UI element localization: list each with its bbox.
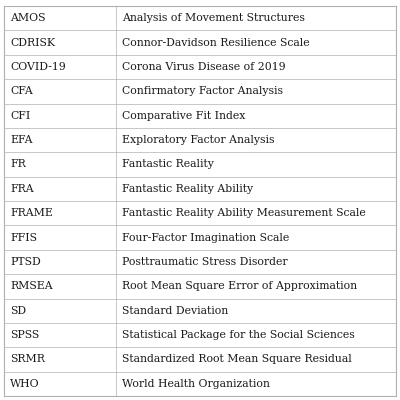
Text: CFI: CFI	[10, 111, 30, 121]
Text: COVID-19: COVID-19	[10, 62, 66, 72]
Text: Connor-Davidson Resilience Scale: Connor-Davidson Resilience Scale	[122, 38, 309, 48]
Text: Posttraumatic Stress Disorder: Posttraumatic Stress Disorder	[122, 257, 287, 267]
Text: Four-Factor Imagination Scale: Four-Factor Imagination Scale	[122, 232, 289, 242]
Text: Fantastic Reality: Fantastic Reality	[122, 160, 214, 170]
Text: Statistical Package for the Social Sciences: Statistical Package for the Social Scien…	[122, 330, 354, 340]
Text: FRAME: FRAME	[10, 208, 53, 218]
Text: Root Mean Square Error of Approximation: Root Mean Square Error of Approximation	[122, 281, 357, 291]
Text: FR: FR	[10, 160, 26, 170]
Text: Standard Deviation: Standard Deviation	[122, 306, 228, 316]
Text: CDRISK: CDRISK	[10, 38, 55, 48]
Text: Comparative Fit Index: Comparative Fit Index	[122, 111, 245, 121]
Text: Analysis of Movement Structures: Analysis of Movement Structures	[122, 13, 304, 23]
Text: Confirmatory Factor Analysis: Confirmatory Factor Analysis	[122, 86, 283, 96]
Text: EFA: EFA	[10, 135, 32, 145]
Text: WHO: WHO	[10, 379, 40, 389]
Text: Fantastic Reality Ability Measurement Scale: Fantastic Reality Ability Measurement Sc…	[122, 208, 366, 218]
Text: RMSEA: RMSEA	[10, 281, 53, 291]
Text: Exploratory Factor Analysis: Exploratory Factor Analysis	[122, 135, 274, 145]
Text: Corona Virus Disease of 2019: Corona Virus Disease of 2019	[122, 62, 285, 72]
Text: Standardized Root Mean Square Residual: Standardized Root Mean Square Residual	[122, 354, 352, 364]
Text: PTSD: PTSD	[10, 257, 41, 267]
Text: AMOS: AMOS	[10, 13, 46, 23]
Text: SRMR: SRMR	[10, 354, 45, 364]
Text: Fantastic Reality Ability: Fantastic Reality Ability	[122, 184, 253, 194]
Text: SPSS: SPSS	[10, 330, 39, 340]
Text: SD: SD	[10, 306, 26, 316]
Text: CFA: CFA	[10, 86, 33, 96]
Text: World Health Organization: World Health Organization	[122, 379, 270, 389]
Text: FFIS: FFIS	[10, 232, 37, 242]
Text: FRA: FRA	[10, 184, 34, 194]
